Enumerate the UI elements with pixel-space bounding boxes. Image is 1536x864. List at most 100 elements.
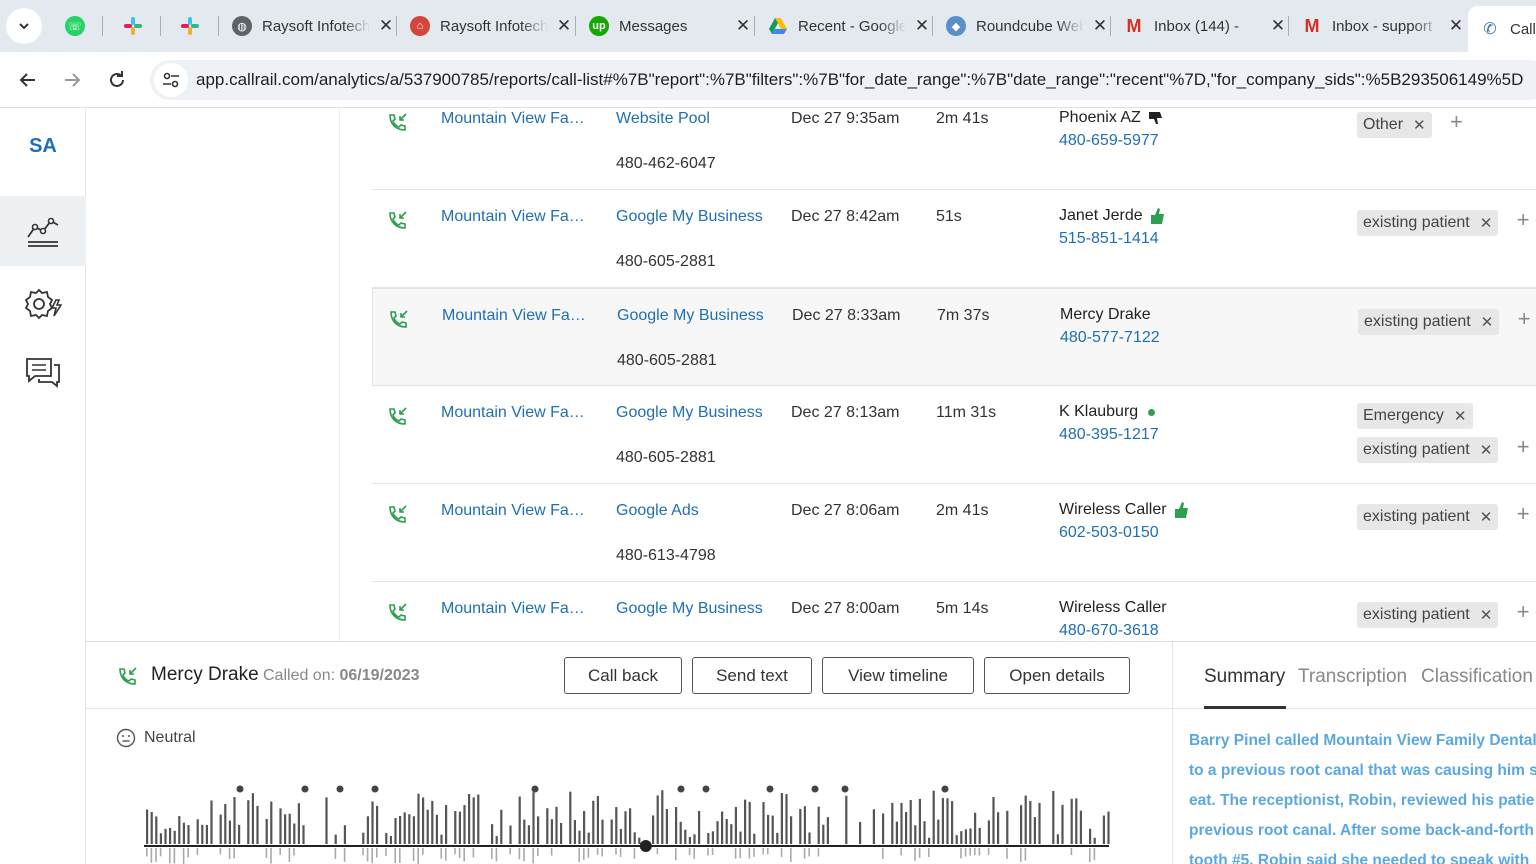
remove-tag-icon[interactable]: ✕: [1453, 408, 1467, 425]
source-link[interactable]: Website Pool: [616, 110, 710, 127]
tab-transcription[interactable]: Transcription: [1298, 666, 1408, 687]
close-tab-icon[interactable]: ✕: [1092, 16, 1108, 35]
remove-tag-icon[interactable]: ✕: [1413, 117, 1426, 134]
address-bar[interactable]: app.callrail.com/analytics/a/537900785/r…: [150, 60, 1536, 100]
browser-tab-messages[interactable]: up Messages ✕: [589, 6, 751, 46]
rail-item-messages[interactable]: [0, 337, 86, 407]
rail-item-analytics[interactable]: [0, 196, 86, 266]
thumbs-up-icon[interactable]: [1173, 501, 1189, 519]
thumbs-up-icon[interactable]: [1149, 207, 1165, 225]
waveform-marker[interactable]: [702, 785, 710, 793]
tab-classification[interactable]: Classification: [1421, 666, 1533, 687]
caller-phone-link[interactable]: 480-395-1217: [1059, 426, 1159, 443]
browser-tab-slack-1[interactable]: [113, 6, 153, 46]
waveform-marker[interactable]: [677, 785, 685, 793]
site-info-icon[interactable]: [154, 63, 188, 97]
waveform-bar: [523, 819, 526, 844]
waveform-marker[interactable]: [531, 785, 539, 793]
waveform-marker[interactable]: [371, 785, 379, 793]
add-tag-button[interactable]: +: [1450, 109, 1463, 134]
browser-tab-gmail-2[interactable]: M Inbox - support ✕: [1302, 6, 1464, 46]
remove-tag-icon[interactable]: ✕: [1480, 314, 1494, 331]
table-row-selected[interactable]: Mountain View Family Dental Google My Bu…: [372, 288, 1536, 386]
company-link[interactable]: Mountain View Family Dental: [442, 307, 592, 324]
caller-name: Wireless Caller: [1059, 599, 1167, 616]
browser-tab-google-drive[interactable]: Recent - Google Drive ✕: [768, 6, 930, 46]
thumbs-down-icon[interactable]: [1147, 110, 1163, 126]
table-row[interactable]: Mountain View Family Dental Google Ads 4…: [372, 484, 1536, 582]
company-link[interactable]: Mountain View Family Dental: [441, 404, 591, 421]
browser-tab-slack-2[interactable]: [170, 6, 210, 46]
playhead-handle[interactable]: [639, 840, 652, 852]
waveform-bar: [817, 806, 820, 844]
remove-tag-icon[interactable]: ✕: [1479, 442, 1493, 459]
open-details-button[interactable]: Open details: [984, 657, 1130, 694]
company-link[interactable]: Mountain View Family Dental: [441, 208, 591, 225]
remove-tag-icon[interactable]: ✕: [1479, 215, 1493, 232]
waveform-marker[interactable]: [766, 785, 774, 793]
back-button[interactable]: [10, 62, 46, 98]
table-row[interactable]: Mountain View Family Dental Google My Bu…: [372, 582, 1536, 641]
caller-phone-link[interactable]: 515-851-1414: [1059, 230, 1159, 247]
add-tag-button[interactable]: +: [1516, 501, 1530, 526]
slack-icon: [123, 16, 143, 36]
url-text[interactable]: app.callrail.com/analytics/a/537900785/r…: [196, 70, 1524, 89]
waveform-marker[interactable]: [841, 785, 849, 793]
remove-tag-icon[interactable]: ✕: [1479, 509, 1493, 526]
waveform-marker[interactable]: [811, 785, 819, 793]
company-link[interactable]: Mountain View Family Dental: [441, 502, 591, 519]
add-tag-button[interactable]: +: [1516, 434, 1530, 459]
add-tag-button[interactable]: +: [1516, 207, 1530, 232]
browser-tab-callrail-active[interactable]: ✆ Call: [1468, 6, 1536, 52]
add-tag-button[interactable]: +: [1517, 306, 1531, 331]
waveform-marker[interactable]: [301, 785, 309, 793]
rail-item-settings[interactable]: [0, 269, 86, 339]
caller-phone-link[interactable]: 480-670-3618: [1059, 622, 1159, 639]
tab-search-button[interactable]: [6, 8, 42, 44]
waveform-bar: [150, 848, 153, 863]
table-row[interactable]: Mountain View Family Dental Google My Bu…: [372, 386, 1536, 484]
browser-tab-whatsapp[interactable]: ☏: [55, 6, 95, 46]
caller-phone-link[interactable]: 480-577-7122: [1060, 329, 1160, 346]
source-link[interactable]: Google Ads: [616, 502, 699, 519]
close-tab-icon[interactable]: ✕: [378, 16, 394, 35]
caller-phone-link[interactable]: 602-503-0150: [1059, 524, 1159, 541]
close-tab-icon[interactable]: ✕: [914, 16, 930, 35]
inbound-call-icon: [386, 504, 408, 531]
source-link[interactable]: Google My Business: [617, 307, 764, 324]
add-tag-button[interactable]: +: [1516, 599, 1530, 624]
table-row[interactable]: Mountain View Family Dental Website Pool…: [372, 109, 1536, 190]
reload-button[interactable]: [99, 62, 135, 98]
close-tab-icon[interactable]: ✕: [735, 16, 751, 35]
account-avatar[interactable]: SA: [29, 135, 57, 157]
company-link[interactable]: Mountain View Family Dental: [441, 110, 591, 127]
caller-name: K Klauburg: [1059, 403, 1156, 421]
waveform-bar: [698, 810, 701, 844]
waveform-bar: [477, 794, 480, 844]
view-timeline-button[interactable]: View timeline: [822, 657, 974, 694]
close-tab-icon[interactable]: ✕: [1270, 16, 1286, 35]
tab-summary[interactable]: Summary: [1204, 666, 1286, 687]
close-tab-icon[interactable]: ✕: [556, 16, 572, 35]
call-back-button[interactable]: Call back: [564, 657, 682, 694]
browser-tab-gmail-1[interactable]: M Inbox (144) - ✕: [1124, 6, 1286, 46]
close-tab-icon[interactable]: ✕: [1448, 16, 1464, 35]
company-link[interactable]: Mountain View Family Dental: [441, 600, 591, 617]
source-link[interactable]: Google My Business: [616, 404, 763, 421]
browser-tab-raysoft-2[interactable]: ⌂ Raysoft Infotech ✕: [410, 6, 572, 46]
browser-tab-roundcube[interactable]: ◆ Roundcube Webmail ✕: [946, 6, 1108, 46]
waveform-marker[interactable]: [941, 785, 949, 793]
waveform-marker[interactable]: [236, 785, 244, 793]
remove-tag-icon[interactable]: ✕: [1479, 607, 1493, 624]
call-audio-waveform[interactable]: [144, 782, 1114, 864]
waveform-bar: [279, 808, 282, 844]
source-link[interactable]: Google My Business: [616, 208, 763, 225]
source-link[interactable]: Google My Business: [616, 600, 763, 617]
browser-tab-raysoft-1[interactable]: ◍ Raysoft Infotech ✕: [232, 6, 394, 46]
forward-button[interactable]: [54, 62, 90, 98]
waveform-bar: [1029, 800, 1032, 844]
table-row[interactable]: Mountain View Family Dental Google My Bu…: [372, 190, 1536, 288]
send-text-button[interactable]: Send text: [692, 657, 812, 694]
caller-phone-link[interactable]: 480-659-5977: [1059, 132, 1159, 149]
waveform-marker[interactable]: [336, 785, 344, 793]
